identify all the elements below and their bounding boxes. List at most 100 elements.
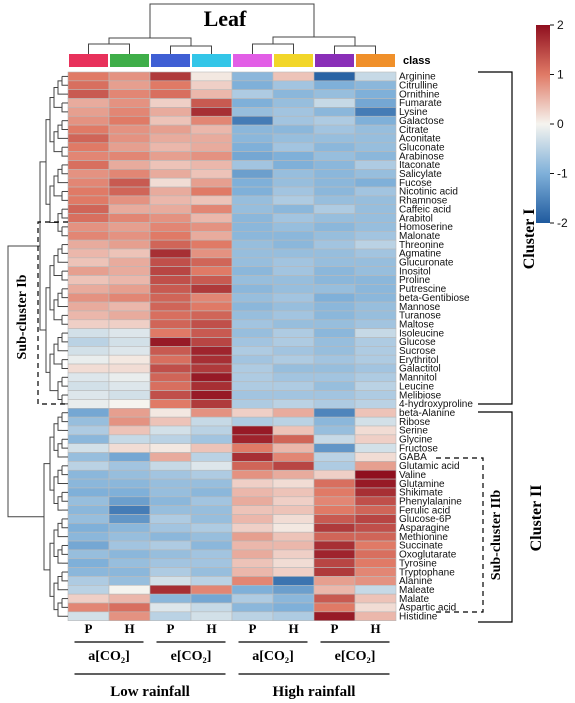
- dendrogram-branch: [61, 465, 68, 476]
- heatmap-cells: [67, 71, 397, 621]
- heatmap-cell: [67, 284, 110, 294]
- heatmap-cell: [231, 531, 274, 542]
- heatmap-cell: [272, 363, 315, 374]
- dendrogram-branch: [61, 572, 68, 582]
- heatmap-cell: [272, 133, 315, 144]
- row-label: Serine: [399, 426, 428, 437]
- heatmap-cell: [354, 407, 397, 418]
- heatmap-cell: [354, 257, 397, 268]
- heatmap-cell: [190, 558, 233, 568]
- heatmap-cell: [231, 611, 274, 621]
- heatmap-cell: [108, 549, 151, 560]
- class-color-swatch: [69, 54, 108, 67]
- heatmap-cell: [231, 71, 274, 82]
- heatmap-cell: [108, 213, 151, 223]
- heatmap-cell: [149, 505, 192, 515]
- bottom-group-labels: P H P H P H P Ha[CO₂] e[CO₂] a[CO₂] e[CO₂] Low rain…: [74, 621, 390, 700]
- dendrogram-branch: [53, 529, 58, 558]
- class-color-bar: [69, 54, 395, 67]
- heatmap-cell: [313, 496, 356, 506]
- heatmap-cell: [354, 213, 397, 223]
- co2-label: a[CO₂]: [88, 649, 130, 664]
- heatmap-cell: [149, 593, 192, 604]
- row-label: Malate: [399, 594, 429, 605]
- heatmap-cell: [108, 160, 151, 170]
- heatmap-cell: [272, 558, 315, 568]
- row-label: beta-Gentibiose: [399, 293, 470, 304]
- heatmap-cell: [67, 319, 110, 329]
- heatmap-cell: [190, 231, 233, 241]
- class-color-swatch: [356, 54, 395, 67]
- colorbar-ticks: 2 1 0 -1 -2: [550, 18, 568, 230]
- heatmap-cell: [313, 372, 356, 383]
- row-label: Leucine: [399, 381, 434, 392]
- heatmap-cell: [231, 461, 274, 471]
- treatment-label: P: [249, 621, 257, 636]
- row-label: Fructose: [399, 443, 438, 454]
- heatmap-cell: [67, 169, 110, 179]
- heatmap-cell: [313, 248, 356, 259]
- dendrogram-branch: [57, 292, 62, 308]
- heatmap-cell: [313, 71, 356, 82]
- class-color-swatch: [110, 54, 149, 67]
- heatmap-cell: [190, 363, 233, 374]
- heatmap-cell: [354, 248, 397, 259]
- row-label: Sucrose: [399, 346, 436, 357]
- row-label: Glucose: [399, 337, 436, 348]
- heatmap-cell: [313, 531, 356, 542]
- heatmap-cell: [149, 160, 192, 170]
- heatmap-cell: [149, 540, 192, 551]
- heatmap-cell: [231, 151, 274, 161]
- heatmap-cell: [272, 523, 315, 533]
- heatmap-cell: [272, 372, 315, 383]
- heatmap-cell: [313, 549, 356, 560]
- dendrogram-branch: [49, 542, 54, 597]
- colorbar-tick-label: 1: [557, 68, 564, 82]
- heatmap-cell: [108, 602, 151, 613]
- heatmap-cell: [313, 124, 356, 135]
- heatmap-cell: [354, 576, 397, 586]
- heatmap-cell: [272, 160, 315, 170]
- heatmap-cell: [231, 133, 274, 144]
- heatmap-cell: [149, 301, 192, 312]
- heatmap-cell: [190, 186, 233, 197]
- heatmap-cell: [231, 222, 274, 232]
- heatmap-cell: [313, 381, 356, 391]
- heatmap-cell: [190, 248, 233, 259]
- heatmap-cell: [149, 514, 192, 524]
- heatmap-cell: [231, 319, 274, 329]
- dendrogram-branch: [49, 265, 54, 311]
- heatmap-cell: [190, 204, 233, 214]
- heatmap-cell: [190, 80, 233, 90]
- heatmap-cell: [272, 124, 315, 135]
- row-label: Agmatine: [399, 249, 442, 260]
- dendrogram-branch: [61, 439, 68, 449]
- heatmap-cell: [313, 107, 356, 117]
- heatmap-cell: [108, 142, 151, 152]
- dendrogram-branch: [61, 492, 68, 502]
- heatmap-cell: [149, 89, 192, 99]
- heatmap-cell: [272, 505, 315, 515]
- heatmap-cell: [108, 169, 151, 179]
- heatmap-cell: [272, 354, 315, 365]
- heatmap-cell: [108, 469, 151, 480]
- heatmap-cell: [67, 354, 110, 365]
- heatmap-cell: [108, 231, 151, 241]
- heatmap-cell: [354, 337, 397, 347]
- row-label: Citrulline: [399, 81, 438, 92]
- row-label: Galactitol: [399, 364, 441, 375]
- row-label: Melibiose: [399, 390, 442, 401]
- heatmap-cell: [67, 602, 110, 613]
- sub-cluster-2b-label: Sub-cluster IIb: [489, 490, 504, 581]
- heatmap-cell: [272, 611, 315, 621]
- dendrogram-branch: [7, 245, 44, 518]
- row-label: Glutamic acid: [399, 461, 460, 472]
- heatmap-cell: [67, 407, 110, 418]
- heatmap-cell: [313, 416, 356, 427]
- row-label: Alanine: [399, 576, 433, 587]
- heatmap-cell: [272, 576, 315, 586]
- heatmap-cell: [149, 266, 192, 276]
- heatmap-cell: [231, 301, 274, 312]
- heatmap-cell: [190, 425, 233, 436]
- row-label: Phenylalanine: [399, 496, 462, 507]
